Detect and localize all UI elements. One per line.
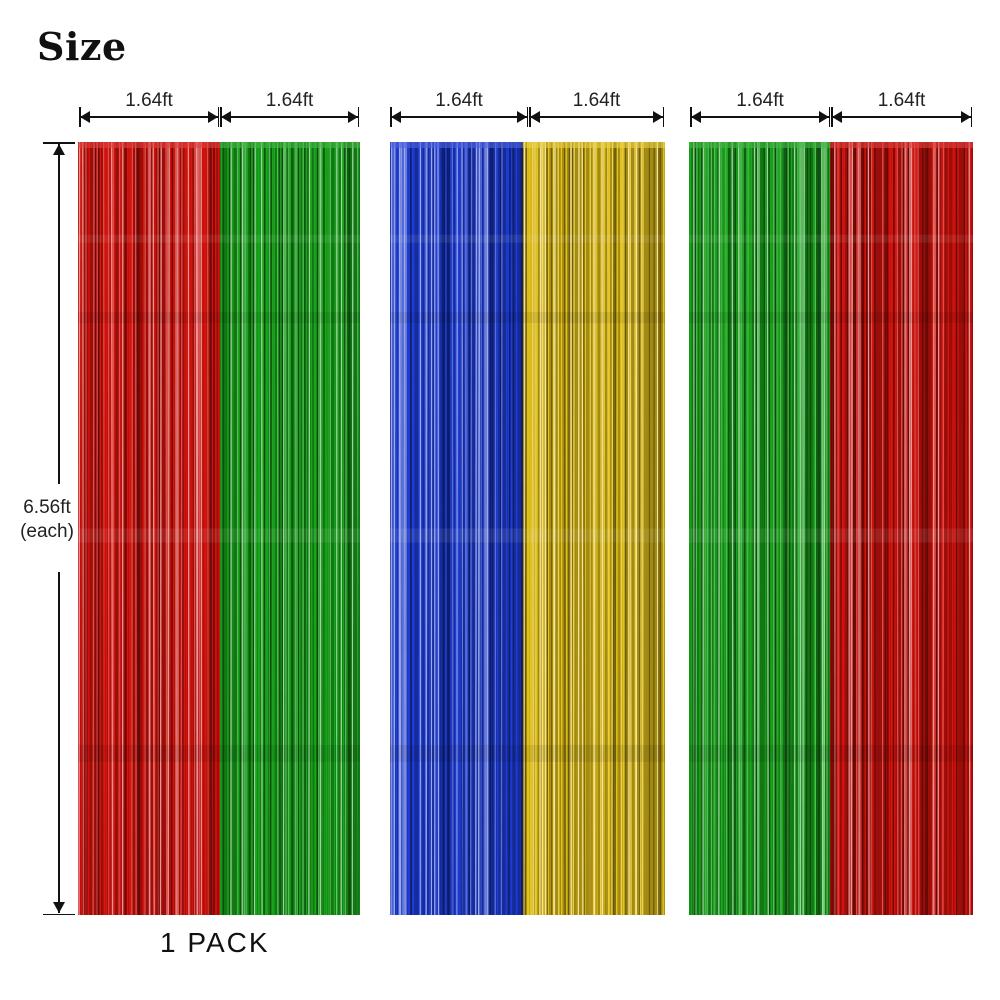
foil-curtain [390,142,523,915]
foil-curtain [689,142,830,915]
width-label: 1.64ft [736,90,784,111]
size-title: Size [37,24,127,69]
foil-curtain [523,142,665,915]
width-dimension: 1.64ft [690,90,830,130]
width-dimension: 1.64ft [529,90,664,130]
height-label: 6.56ft (each) [14,496,80,544]
height-value: 6.56ft [23,497,71,518]
height-dimension [40,142,80,915]
foil-curtain [830,142,973,915]
width-dimension: 1.64ft [220,90,359,130]
width-dimension: 1.64ft [831,90,972,130]
width-label: 1.64ft [265,90,314,111]
pack-label: 1 PACK [160,927,270,958]
foil-curtain [220,142,360,915]
width-label: 1.64ft [572,90,621,111]
width-label: 1.64ft [435,90,483,111]
width-dimension: 1.64ft [79,90,219,130]
width-label: 1.64ft [125,90,173,111]
height-note: (each) [20,521,74,542]
foil-curtain [78,142,220,915]
width-label: 1.64ft [877,90,926,111]
width-dimension: 1.64ft [390,90,528,130]
